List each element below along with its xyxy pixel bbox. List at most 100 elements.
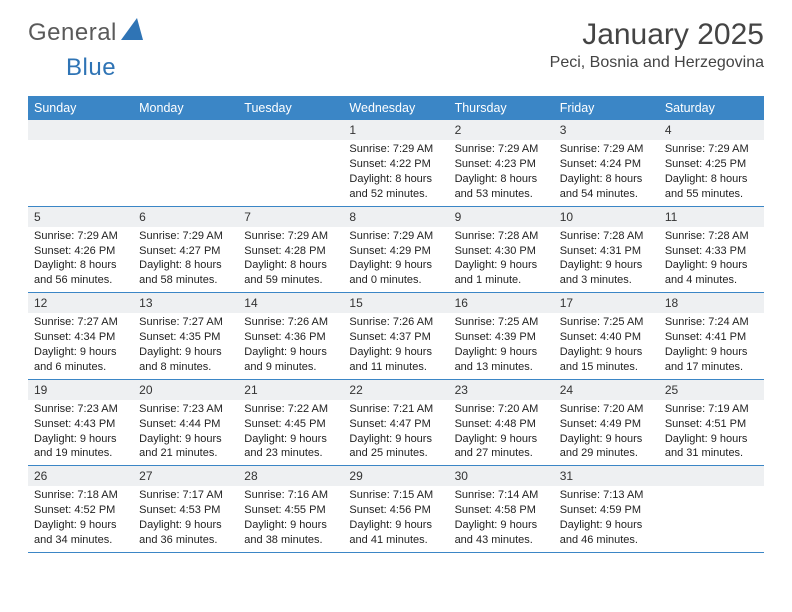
calendar-cell [28,120,133,206]
calendar-cell: 11Sunrise: 7:28 AMSunset: 4:33 PMDayligh… [659,206,764,293]
day-number: 7 [238,207,343,227]
day-number: 9 [449,207,554,227]
calendar-cell: 4Sunrise: 7:29 AMSunset: 4:25 PMDaylight… [659,120,764,206]
day-header: Friday [554,96,659,120]
day-number: 27 [133,466,238,486]
sail-icon [121,18,149,45]
day-number: 2 [449,120,554,140]
day-number: 17 [554,293,659,313]
day-data: Sunrise: 7:29 AMSunset: 4:24 PMDaylight:… [554,140,659,205]
brand-word-blue: Blue [66,54,116,81]
calendar-cell: 30Sunrise: 7:14 AMSunset: 4:58 PMDayligh… [449,466,554,553]
day-number: 26 [28,466,133,486]
day-number: 11 [659,207,764,227]
day-number: 14 [238,293,343,313]
calendar-cell: 22Sunrise: 7:21 AMSunset: 4:47 PMDayligh… [343,379,448,466]
day-number: 1 [343,120,448,140]
day-number: 22 [343,380,448,400]
calendar-week-row: 19Sunrise: 7:23 AMSunset: 4:43 PMDayligh… [28,379,764,466]
day-header-row: SundayMondayTuesdayWednesdayThursdayFrid… [28,96,764,120]
day-number: 10 [554,207,659,227]
brand-logo: General [28,18,151,47]
calendar-cell [133,120,238,206]
day-data: Sunrise: 7:20 AMSunset: 4:48 PMDaylight:… [449,400,554,465]
day-data: Sunrise: 7:29 AMSunset: 4:28 PMDaylight:… [238,227,343,292]
day-number: 23 [449,380,554,400]
calendar-cell: 13Sunrise: 7:27 AMSunset: 4:35 PMDayligh… [133,293,238,380]
day-number: 4 [659,120,764,140]
day-number: 8 [343,207,448,227]
day-data: Sunrise: 7:25 AMSunset: 4:40 PMDaylight:… [554,313,659,378]
day-header: Thursday [449,96,554,120]
calendar-table: SundayMondayTuesdayWednesdayThursdayFrid… [28,96,764,553]
day-number: 13 [133,293,238,313]
day-data: Sunrise: 7:29 AMSunset: 4:29 PMDaylight:… [343,227,448,292]
day-header: Tuesday [238,96,343,120]
calendar-week-row: 5Sunrise: 7:29 AMSunset: 4:26 PMDaylight… [28,206,764,293]
day-data: Sunrise: 7:21 AMSunset: 4:47 PMDaylight:… [343,400,448,465]
day-number: 16 [449,293,554,313]
calendar-cell: 28Sunrise: 7:16 AMSunset: 4:55 PMDayligh… [238,466,343,553]
calendar-cell: 6Sunrise: 7:29 AMSunset: 4:27 PMDaylight… [133,206,238,293]
calendar-cell: 23Sunrise: 7:20 AMSunset: 4:48 PMDayligh… [449,379,554,466]
day-data: Sunrise: 7:23 AMSunset: 4:43 PMDaylight:… [28,400,133,465]
calendar-cell: 9Sunrise: 7:28 AMSunset: 4:30 PMDaylight… [449,206,554,293]
calendar-cell: 2Sunrise: 7:29 AMSunset: 4:23 PMDaylight… [449,120,554,206]
day-data: Sunrise: 7:27 AMSunset: 4:35 PMDaylight:… [133,313,238,378]
calendar-week-row: 12Sunrise: 7:27 AMSunset: 4:34 PMDayligh… [28,293,764,380]
day-number: 21 [238,380,343,400]
day-data: Sunrise: 7:19 AMSunset: 4:51 PMDaylight:… [659,400,764,465]
calendar-cell [659,466,764,553]
calendar-cell: 15Sunrise: 7:26 AMSunset: 4:37 PMDayligh… [343,293,448,380]
page-title: January 2025 [550,18,764,52]
day-number: 15 [343,293,448,313]
day-number: 31 [554,466,659,486]
day-number: 3 [554,120,659,140]
calendar-cell: 24Sunrise: 7:20 AMSunset: 4:49 PMDayligh… [554,379,659,466]
day-data: Sunrise: 7:28 AMSunset: 4:33 PMDaylight:… [659,227,764,292]
calendar-cell: 10Sunrise: 7:28 AMSunset: 4:31 PMDayligh… [554,206,659,293]
calendar-week-row: 26Sunrise: 7:18 AMSunset: 4:52 PMDayligh… [28,466,764,553]
calendar-cell: 12Sunrise: 7:27 AMSunset: 4:34 PMDayligh… [28,293,133,380]
calendar-cell: 29Sunrise: 7:15 AMSunset: 4:56 PMDayligh… [343,466,448,553]
day-data: Sunrise: 7:22 AMSunset: 4:45 PMDaylight:… [238,400,343,465]
day-number-empty [133,120,238,140]
day-number: 5 [28,207,133,227]
day-data: Sunrise: 7:23 AMSunset: 4:44 PMDaylight:… [133,400,238,465]
day-data: Sunrise: 7:29 AMSunset: 4:23 PMDaylight:… [449,140,554,205]
day-number: 25 [659,380,764,400]
calendar-cell: 3Sunrise: 7:29 AMSunset: 4:24 PMDaylight… [554,120,659,206]
calendar-cell: 16Sunrise: 7:25 AMSunset: 4:39 PMDayligh… [449,293,554,380]
day-header: Wednesday [343,96,448,120]
day-number-empty [238,120,343,140]
day-data: Sunrise: 7:15 AMSunset: 4:56 PMDaylight:… [343,486,448,551]
calendar-cell: 18Sunrise: 7:24 AMSunset: 4:41 PMDayligh… [659,293,764,380]
day-data: Sunrise: 7:26 AMSunset: 4:37 PMDaylight:… [343,313,448,378]
day-data: Sunrise: 7:29 AMSunset: 4:26 PMDaylight:… [28,227,133,292]
calendar-cell: 20Sunrise: 7:23 AMSunset: 4:44 PMDayligh… [133,379,238,466]
day-data: Sunrise: 7:26 AMSunset: 4:36 PMDaylight:… [238,313,343,378]
brand-word-general: General [28,19,117,47]
calendar-cell: 25Sunrise: 7:19 AMSunset: 4:51 PMDayligh… [659,379,764,466]
day-number: 24 [554,380,659,400]
calendar-cell: 8Sunrise: 7:29 AMSunset: 4:29 PMDaylight… [343,206,448,293]
day-number: 19 [28,380,133,400]
day-data: Sunrise: 7:16 AMSunset: 4:55 PMDaylight:… [238,486,343,551]
day-number: 12 [28,293,133,313]
day-data: Sunrise: 7:28 AMSunset: 4:31 PMDaylight:… [554,227,659,292]
title-block: January 2025 Peci, Bosnia and Herzegovin… [550,18,764,72]
calendar-cell: 27Sunrise: 7:17 AMSunset: 4:53 PMDayligh… [133,466,238,553]
calendar-cell: 17Sunrise: 7:25 AMSunset: 4:40 PMDayligh… [554,293,659,380]
calendar-cell: 7Sunrise: 7:29 AMSunset: 4:28 PMDaylight… [238,206,343,293]
day-data: Sunrise: 7:24 AMSunset: 4:41 PMDaylight:… [659,313,764,378]
day-header: Monday [133,96,238,120]
day-data: Sunrise: 7:29 AMSunset: 4:25 PMDaylight:… [659,140,764,205]
calendar-cell: 26Sunrise: 7:18 AMSunset: 4:52 PMDayligh… [28,466,133,553]
calendar-cell: 31Sunrise: 7:13 AMSunset: 4:59 PMDayligh… [554,466,659,553]
calendar-cell: 5Sunrise: 7:29 AMSunset: 4:26 PMDaylight… [28,206,133,293]
calendar-cell: 1Sunrise: 7:29 AMSunset: 4:22 PMDaylight… [343,120,448,206]
calendar-week-row: 1Sunrise: 7:29 AMSunset: 4:22 PMDaylight… [28,120,764,206]
day-data: Sunrise: 7:18 AMSunset: 4:52 PMDaylight:… [28,486,133,551]
day-data: Sunrise: 7:28 AMSunset: 4:30 PMDaylight:… [449,227,554,292]
day-number: 6 [133,207,238,227]
